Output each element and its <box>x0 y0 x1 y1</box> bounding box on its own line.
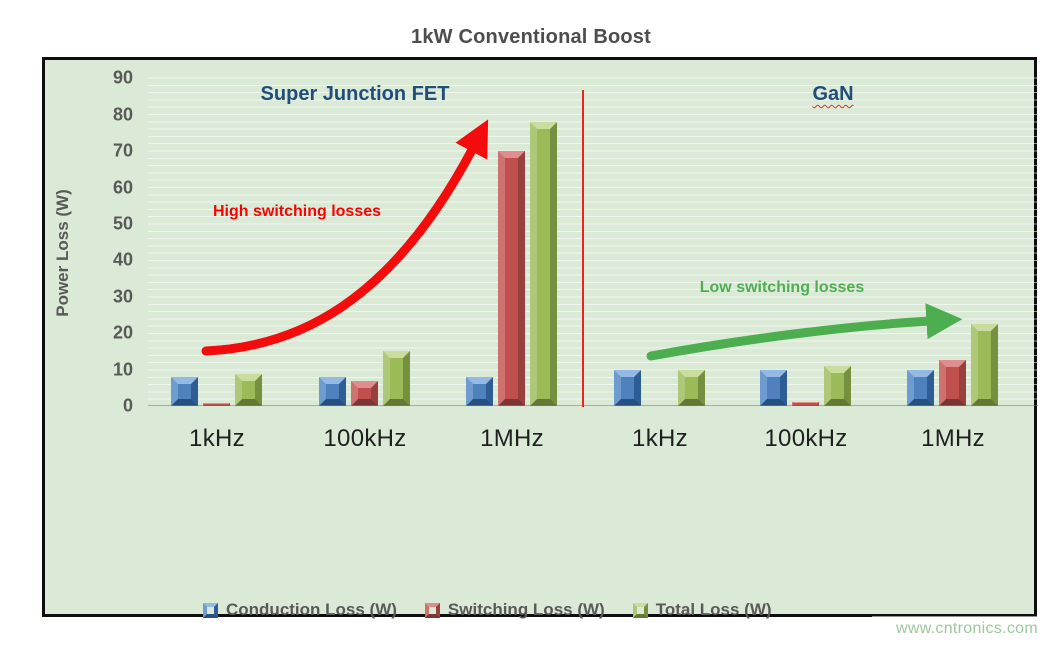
bar-group-sjfet-1kHz <box>171 374 262 406</box>
section-label-gan-text: GaN <box>812 83 854 105</box>
x-category-label: 1kHz <box>189 425 245 452</box>
bar-conduction-loss-1kHz <box>171 377 198 406</box>
legend-item-total-loss: Total Loss (W) <box>632 600 772 620</box>
y-tick-label: 30 <box>112 286 133 307</box>
bar-total-loss-1kHz <box>678 370 705 406</box>
plot-area <box>148 75 1038 406</box>
bar-conduction-loss-1MHz <box>466 377 493 406</box>
bar-total-loss-1kHz <box>235 374 262 406</box>
bar-conduction-loss-100kHz <box>760 370 787 406</box>
bar-total-loss-100kHz <box>383 351 410 406</box>
legend-label-conduction: Conduction Loss (W) <box>226 600 397 619</box>
bar-switching-loss-1MHz <box>939 360 966 406</box>
bar-conduction-loss-1kHz <box>614 370 641 406</box>
chart-frame: Power Loss (W) 0 10 20 30 40 50 60 70 80 90 Super… <box>42 57 1038 620</box>
x-category-label: 100kHz <box>764 425 848 452</box>
bar-conduction-loss-1MHz <box>907 370 934 406</box>
y-tick-label: 60 <box>112 177 133 198</box>
y-tick-label: 10 <box>112 359 133 380</box>
bar-total-loss-1MHz <box>530 122 557 406</box>
section-label-gan: GaN <box>733 83 933 106</box>
bar-switching-loss-100kHz <box>351 381 378 406</box>
y-tick-label: 80 <box>112 104 133 125</box>
y-tick-label: 0 <box>122 395 133 416</box>
y-axis-ticks: 0 10 20 30 40 50 60 70 80 90 <box>45 68 139 416</box>
chart-legend: Conduction Loss (W) Switching Loss (W) T… <box>203 600 772 620</box>
x-category-label: 100kHz <box>323 425 407 452</box>
y-tick-label: 20 <box>112 322 133 343</box>
chart-title: 1kW Conventional Boost <box>411 26 651 48</box>
bar-switching-loss-1MHz <box>498 151 525 406</box>
bar-group-gan-1MHz <box>907 324 998 406</box>
annotation-low-switching-losses: Low switching losses <box>699 279 865 296</box>
legend-label-total: Total Loss (W) <box>655 600 772 619</box>
bar-group-gan-100kHz <box>760 366 851 406</box>
watermark: www.cntronics.com <box>872 616 1062 643</box>
section-label-super-junction-fet: Super Junction FET <box>260 83 450 105</box>
section-divider-line <box>582 90 584 407</box>
bar-switching-loss-100kHz <box>792 402 819 406</box>
legend-item-switching-loss: Switching Loss (W) <box>424 600 605 620</box>
legend-label-switching: Switching Loss (W) <box>447 600 605 619</box>
bar-group-sjfet-1MHz <box>466 122 557 406</box>
y-tick-label: 40 <box>112 249 133 270</box>
y-tick-label: 90 <box>112 67 133 88</box>
y-tick-label: 50 <box>112 213 133 234</box>
y-tick-label: 70 <box>112 140 133 161</box>
bar-total-loss-1MHz <box>971 324 998 406</box>
bar-total-loss-100kHz <box>824 366 851 406</box>
x-category-label: 1kHz <box>632 425 688 452</box>
x-category-label: 1MHz <box>480 425 544 452</box>
bar-conduction-loss-100kHz <box>319 377 346 406</box>
legend-swatch-conduction-icon <box>203 602 218 618</box>
bar-switching-loss-1kHz <box>203 403 230 406</box>
legend-item-conduction-loss: Conduction Loss (W) <box>203 600 397 620</box>
bar-group-sjfet-100kHz <box>319 351 410 406</box>
legend-swatch-switching-icon <box>424 602 440 618</box>
bar-group-gan-1kHz <box>614 370 705 406</box>
annotation-high-switching-losses: High switching losses <box>212 203 382 220</box>
legend-swatch-total-icon <box>632 602 648 618</box>
x-category-label: 1MHz <box>921 425 985 452</box>
